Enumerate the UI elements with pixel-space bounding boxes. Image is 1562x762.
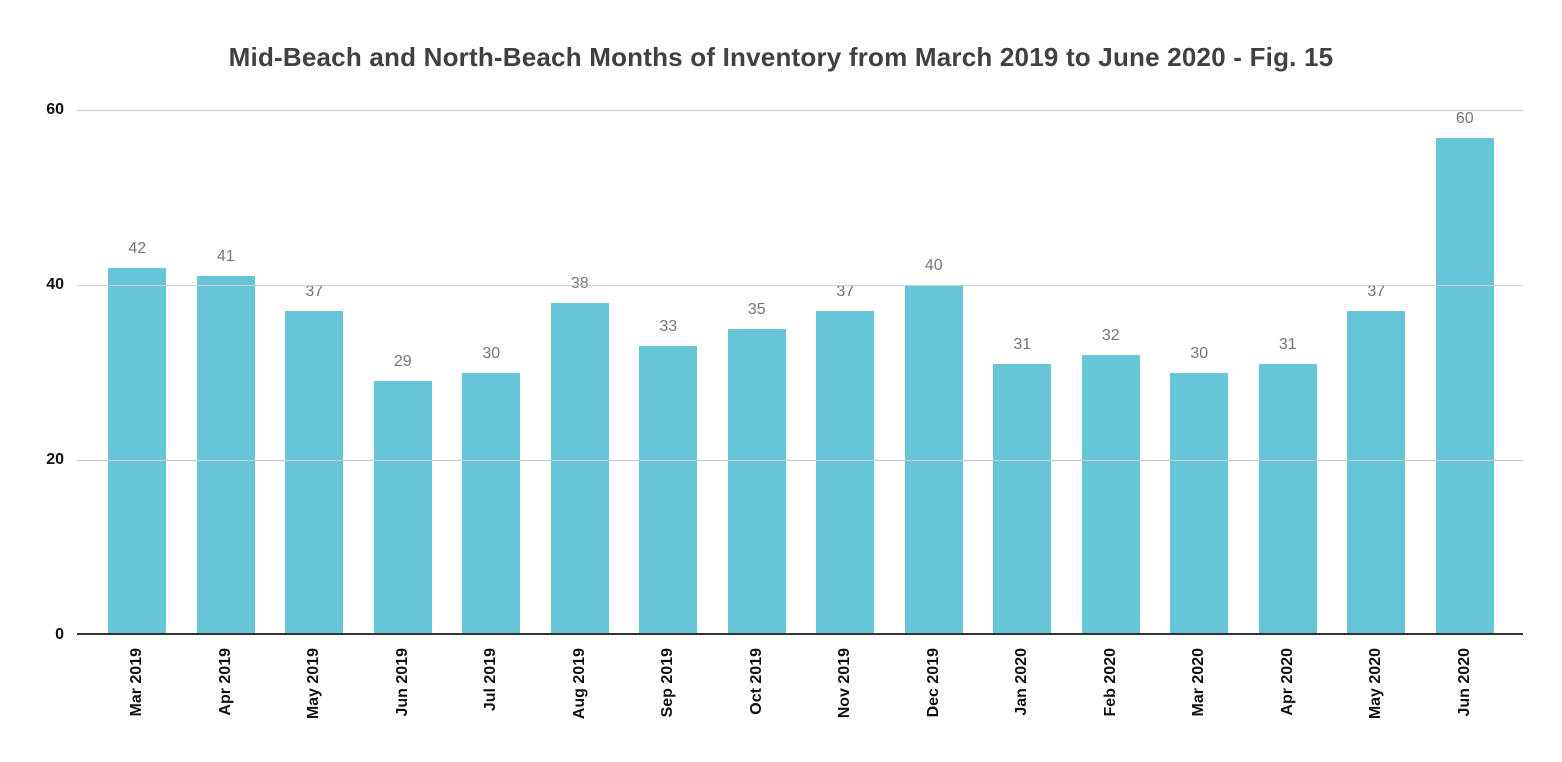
x-axis-label: Apr 2019 — [216, 648, 234, 716]
bar-slot: 37 — [801, 110, 890, 635]
x-axis-label-slot: Nov 2019 — [801, 637, 890, 762]
x-axis-labels: Mar 2019 Apr 2019 May 2019 Jun 2019 Jul 2019… — [77, 637, 1523, 762]
bar-value-label: 30 — [482, 344, 501, 362]
bar-value-label: 37 — [836, 283, 855, 301]
x-axis-label-slot: Jan 2020 — [978, 637, 1067, 762]
bar-mar-2019 — [108, 267, 167, 635]
bar-value-label: 31 — [1278, 335, 1297, 353]
bar-value-label: 31 — [1013, 335, 1032, 353]
bar-value-label: 60 — [1455, 110, 1474, 127]
x-axis-label-slot: May 2019 — [270, 637, 359, 762]
bar-slot: 33 — [624, 110, 713, 635]
bar-apr-2020 — [1258, 363, 1317, 635]
gridline-20 — [77, 460, 1523, 462]
bar-slot: 41 — [182, 110, 271, 635]
bar-value-label: 33 — [659, 318, 678, 336]
bar-jun-2020 — [1435, 138, 1494, 635]
bar-slot: 40 — [890, 110, 979, 635]
bar-value-label: 40 — [924, 257, 943, 274]
x-axis-label-slot: May 2020 — [1332, 637, 1421, 762]
bar-value-label: 35 — [747, 300, 766, 318]
y-axis-label-0: 0 — [55, 626, 64, 643]
bar-value-label: 29 — [393, 353, 412, 371]
x-axis-label: Mar 2020 — [1190, 648, 1208, 717]
gridline-60 — [77, 110, 1523, 111]
x-axis-label: Mar 2019 — [128, 648, 146, 717]
x-axis-label: Jan 2020 — [1013, 648, 1031, 716]
bar-value-label: 38 — [570, 274, 589, 292]
x-axis-label-slot: Jun 2020 — [1421, 637, 1510, 762]
x-axis-label-slot: Dec 2019 — [890, 637, 979, 762]
bar-value-label: 37 — [1367, 283, 1386, 301]
bars-row: 42 41 37 29 30 38 33 35 37 40 31 32 30 31 37 60 — [77, 110, 1523, 635]
bar-may-2019 — [285, 311, 344, 635]
x-axis-label: Dec 2019 — [924, 648, 942, 718]
x-axis-label: Feb 2020 — [1101, 648, 1119, 717]
bar-value-label: 30 — [1190, 344, 1209, 362]
bar-slot: 38 — [536, 110, 625, 635]
x-axis-label: Jun 2020 — [1455, 648, 1473, 717]
bar-slot: 32 — [1067, 110, 1156, 635]
x-axis-line — [77, 633, 1523, 635]
bar-slot: 31 — [1244, 110, 1333, 635]
x-axis-label: May 2019 — [305, 648, 323, 720]
bar-sep-2019 — [639, 346, 698, 635]
x-axis-label-slot: Jul 2019 — [447, 637, 536, 762]
x-axis-label-slot: Feb 2020 — [1067, 637, 1156, 762]
bar-slot: 60 — [1421, 110, 1510, 635]
bar-nov-2019 — [816, 311, 875, 635]
bar-slot: 37 — [270, 110, 359, 635]
bar-value-label: 41 — [216, 248, 235, 266]
bar-slot: 29 — [359, 110, 448, 635]
bar-jan-2020 — [993, 363, 1052, 635]
x-axis-label-slot: Mar 2020 — [1155, 637, 1244, 762]
bar-slot: 35 — [713, 110, 802, 635]
bar-slot: 31 — [978, 110, 1067, 635]
bar-apr-2019 — [196, 276, 255, 635]
bar-mar-2020 — [1170, 372, 1229, 635]
bar-value-label: 37 — [305, 283, 324, 301]
bar-dec-2019 — [904, 285, 963, 635]
bar-value-label: 42 — [128, 239, 147, 257]
x-axis-label-slot: Sep 2019 — [624, 637, 713, 762]
bar-slot: 37 — [1332, 110, 1421, 635]
bar-feb-2020 — [1081, 355, 1140, 635]
bar-oct-2019 — [727, 328, 786, 635]
x-axis-label: Aug 2019 — [570, 648, 588, 720]
x-axis-label: Jun 2019 — [393, 648, 411, 717]
bar-slot: 30 — [447, 110, 536, 635]
x-axis-label: Jul 2019 — [482, 648, 500, 712]
y-axis-label-40: 40 — [46, 276, 64, 294]
x-axis-label: May 2020 — [1367, 648, 1385, 720]
y-axis-label-60: 60 — [46, 101, 64, 118]
x-axis-label: Apr 2020 — [1278, 648, 1296, 716]
y-axis-label-20: 20 — [46, 451, 64, 469]
bar-may-2020 — [1347, 311, 1406, 635]
chart-title: Mid-Beach and North-Beach Months of Inve… — [228, 42, 1334, 72]
x-axis-label: Sep 2019 — [659, 648, 677, 718]
plot-area: 42 41 37 29 30 38 33 35 37 40 31 32 30 31 37 60 0 20 40 60 — [46, 101, 1523, 643]
x-axis-label-slot: Apr 2019 — [182, 637, 271, 762]
x-axis-label-slot: Apr 2020 — [1244, 637, 1333, 762]
bar-jul-2019 — [462, 372, 521, 635]
bar-jun-2019 — [373, 381, 432, 635]
bar-slot: 42 — [93, 110, 182, 635]
bar-value-label: 32 — [1101, 327, 1120, 344]
x-axis-label-slot: Oct 2019 — [713, 637, 802, 762]
bar-aug-2019 — [550, 302, 609, 635]
x-axis-label-slot: Mar 2019 — [93, 637, 182, 762]
x-axis-label-slot: Aug 2019 — [536, 637, 625, 762]
x-axis-label: Nov 2019 — [836, 648, 854, 719]
bar-slot: 30 — [1155, 110, 1244, 635]
x-axis-label-slot: Jun 2019 — [359, 637, 448, 762]
x-axis-label: Oct 2019 — [747, 648, 765, 715]
gridline-40 — [77, 285, 1523, 287]
